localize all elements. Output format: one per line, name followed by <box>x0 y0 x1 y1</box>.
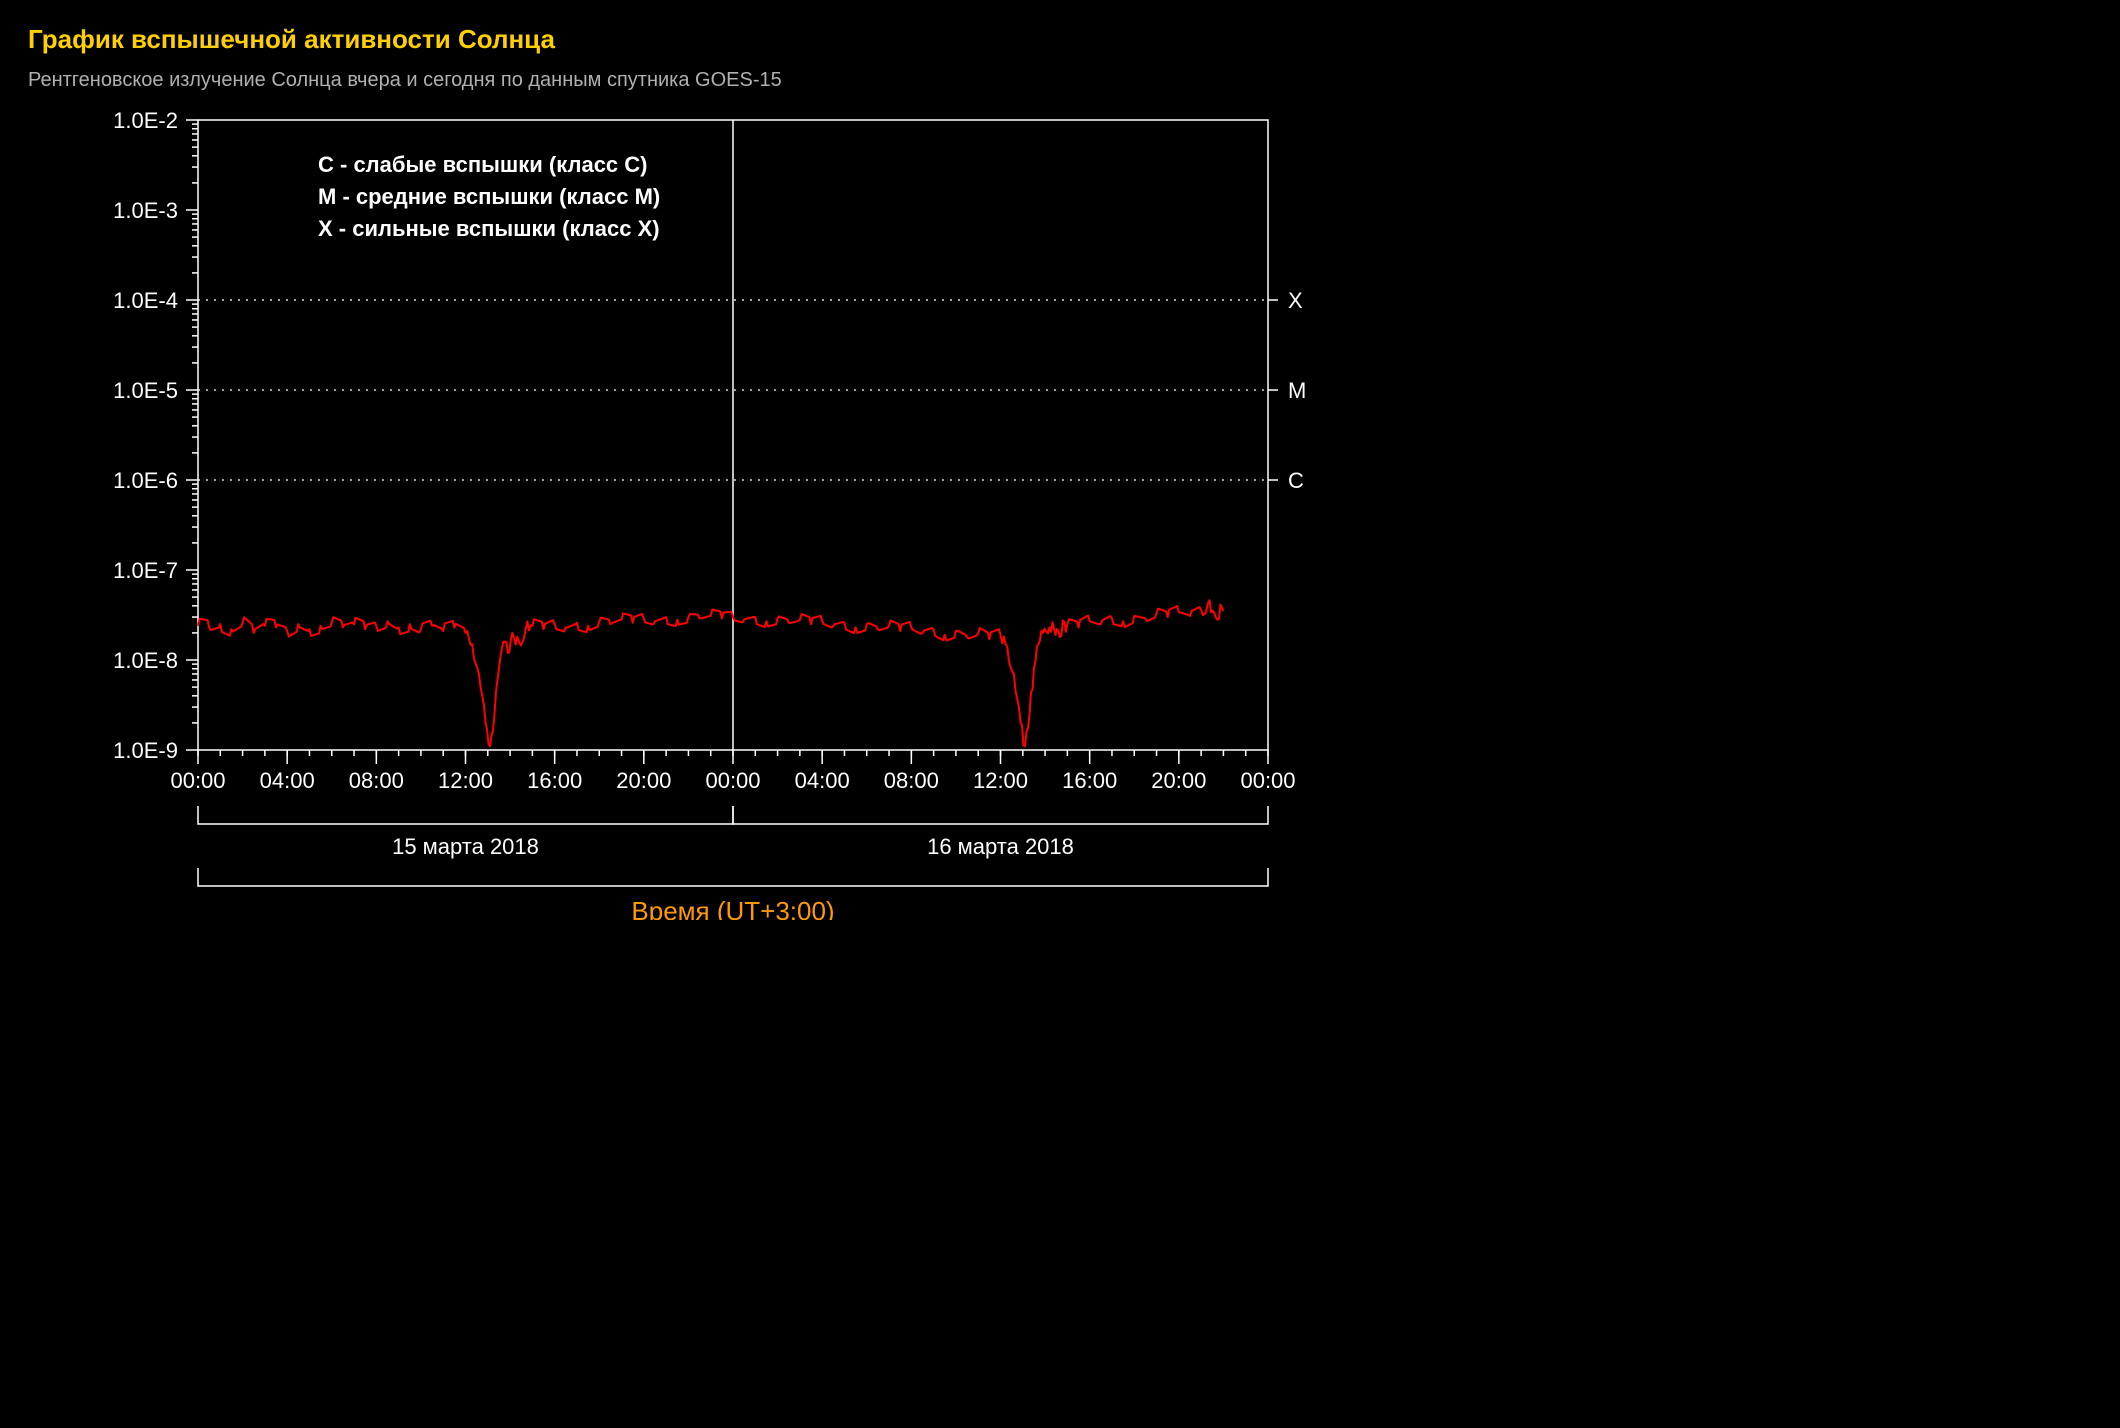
x-tick-label: 00:00 <box>1240 768 1295 793</box>
x-tick-label: 12:00 <box>438 768 493 793</box>
x-axis: 00:00 04:00 08:00 12:00 16:00 20:00 00:00 04:00… <box>170 750 1295 793</box>
y-tick-label: 1.0E-4 <box>113 288 178 313</box>
y-tick-label: 1.0E-2 <box>113 110 178 133</box>
y-axis: 1.0E-9 1.0E-8 1.0E-7 1.0E-6 1.0E-5 1.0E-4 1.0E… <box>113 110 198 763</box>
y-tick-label: 1.0E-8 <box>113 648 178 673</box>
legend: C - слабые вспышки (класс C) M - средние … <box>318 152 660 241</box>
flare-class-label: C <box>1288 468 1304 493</box>
y-axis-right-labels: C M X <box>1268 288 1306 493</box>
chart-container: 1.0E-9 1.0E-8 1.0E-7 1.0E-6 1.0E-5 1.0E-4 1.0E… <box>28 110 1328 920</box>
legend-line: M - средние вспышки (класс M) <box>318 184 660 209</box>
y-tick-label: 1.0E-9 <box>113 738 178 763</box>
y-tick-label: 1.0E-3 <box>113 198 178 223</box>
page-title: График вспышечной активности Солнца <box>28 24 2092 55</box>
y-tick-label: 1.0E-7 <box>113 558 178 583</box>
flare-class-label: X <box>1288 288 1303 313</box>
x-tick-label: 08:00 <box>349 768 404 793</box>
x-tick-label: 04:00 <box>795 768 850 793</box>
x-tick-label: 00:00 <box>705 768 760 793</box>
date-bracket <box>198 806 733 824</box>
page-subtitle: Рентгеновское излучение Солнца вчера и с… <box>28 69 2092 92</box>
x-tick-label: 12:00 <box>973 768 1028 793</box>
x-tick-label: 20:00 <box>1151 768 1206 793</box>
xray-flux-series <box>198 600 1223 746</box>
x-tick-label: 16:00 <box>527 768 582 793</box>
x-tick-label: 04:00 <box>260 768 315 793</box>
x-axis-label: Время (UT+3:00) <box>631 896 834 920</box>
date-label: 15 марта 2018 <box>392 834 539 859</box>
y-tick-label: 1.0E-6 <box>113 468 178 493</box>
page-wrap: График вспышечной активности Солнца Рент… <box>0 0 2120 944</box>
x-tick-label: 16:00 <box>1062 768 1117 793</box>
outer-bracket <box>198 868 1268 886</box>
solar-flare-chart: 1.0E-9 1.0E-8 1.0E-7 1.0E-6 1.0E-5 1.0E-4 1.0E… <box>28 110 1328 920</box>
y-tick-label: 1.0E-5 <box>113 378 178 403</box>
flare-class-label: M <box>1288 378 1306 403</box>
date-label: 16 марта 2018 <box>927 834 1074 859</box>
x-tick-label: 20:00 <box>616 768 671 793</box>
legend-line: X - сильные вспышки (класс X) <box>318 216 660 241</box>
x-tick-label: 08:00 <box>884 768 939 793</box>
date-bracket <box>733 806 1268 824</box>
x-tick-label: 00:00 <box>170 768 225 793</box>
legend-line: C - слабые вспышки (класс C) <box>318 152 648 177</box>
